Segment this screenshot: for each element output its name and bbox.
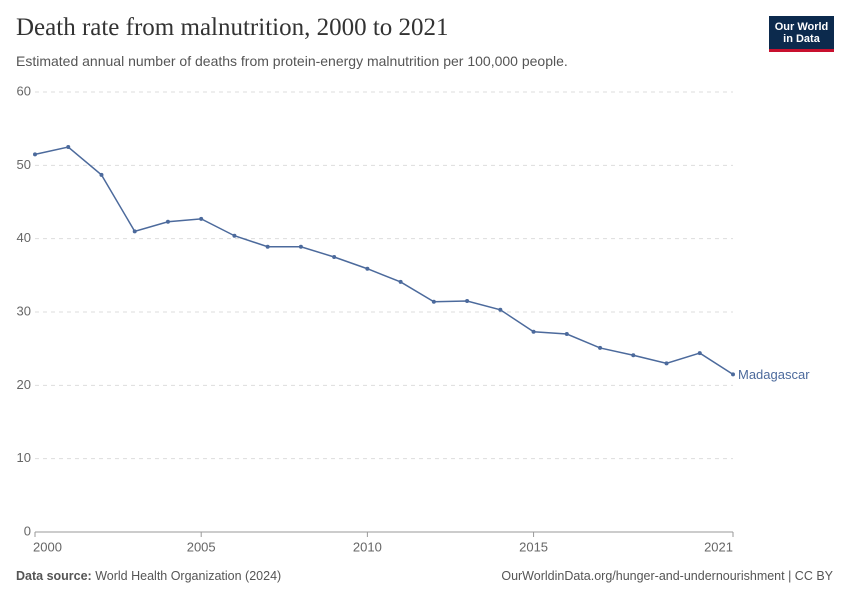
point [531,329,536,334]
y-tick-label: 40 [17,230,31,245]
point [66,145,71,149]
y-tick-label: 0 [24,523,31,538]
chart-title: Death rate from malnutrition, 2000 to 20… [16,14,449,41]
source: Data source: World Health Organization (… [16,569,281,583]
point [598,345,603,350]
point [298,244,303,249]
y-tick-label: 60 [17,83,31,98]
point [465,299,470,303]
source-text[interactable]: World Health Organization (2024) [95,569,282,583]
point [33,152,37,157]
chart-subtitle: Estimated annual number of deaths from p… [16,53,568,69]
point [199,216,204,221]
point [731,372,735,377]
y-tick-label: 30 [17,303,31,318]
logo-line: Our World [774,21,829,33]
y-tick-label: 20 [17,377,31,392]
point [398,279,403,284]
point [265,244,270,249]
point [99,172,104,177]
series-label: Madagascar [738,367,810,382]
source-label: Data source: [16,569,92,583]
point [165,219,170,224]
point [564,332,569,336]
point [431,299,436,304]
x-tick-label: 2005 [187,539,216,554]
y-tick-label: 10 [17,450,31,465]
y-tick-label: 50 [17,157,31,172]
point [332,255,337,259]
line [34,146,734,375]
point [232,233,237,238]
point [365,266,370,271]
x-tick-label: 2000 [33,539,62,554]
point [132,229,137,234]
point [631,353,636,358]
x-tick-label: 2015 [519,539,548,554]
footer-link[interactable]: OurWorldinData.org/hunger-and-undernouri… [501,569,833,583]
x-tick-label: 2021 [704,539,733,554]
point [697,351,702,356]
logo[interactable]: Our World in Data [769,16,834,52]
logo-line: in Data [783,33,820,45]
point [498,307,503,312]
point [664,361,669,366]
x-tick-label: 2010 [353,539,382,554]
